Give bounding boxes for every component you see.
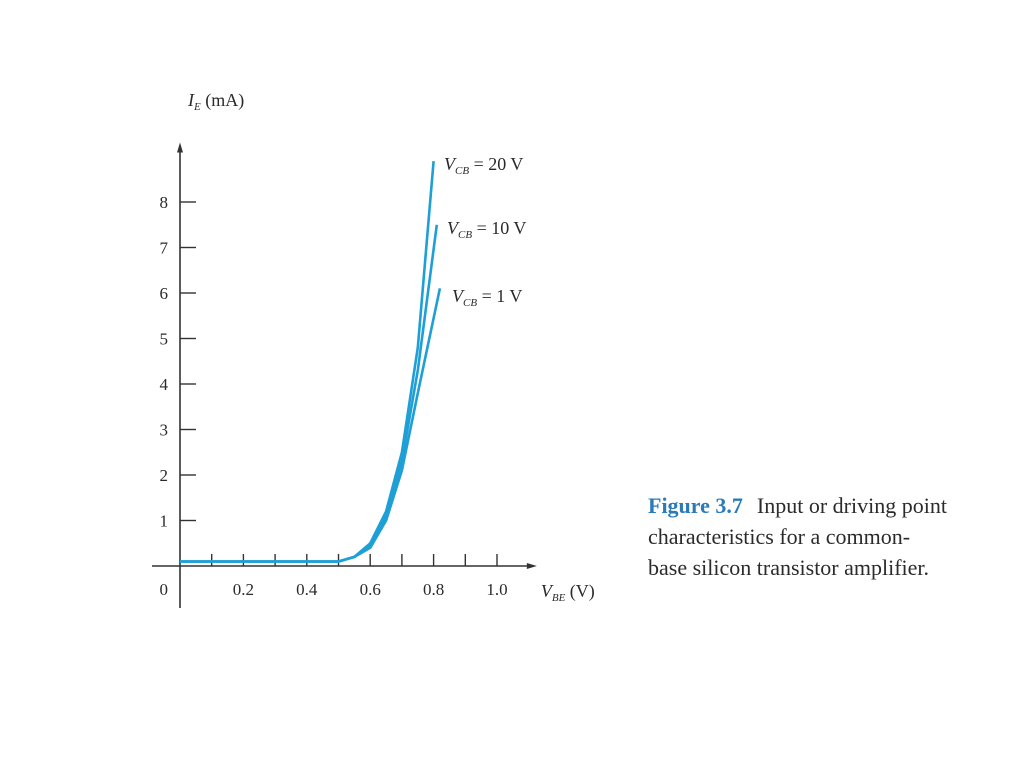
curves [180,160,442,563]
figure-label: Figure 3.7 [648,493,743,518]
y-tick-label: 5 [160,330,169,349]
series-label: VCB = 20 V [444,154,523,177]
caption-text: Input or driving point characteristics f… [648,493,947,580]
series-label: VCB = 1 V [452,286,522,309]
y-axis-label: IE (mA) [187,90,244,113]
y-tick-label: 1 [160,512,169,531]
series-line [180,224,439,563]
y-tick-label: 8 [160,193,169,212]
series-line [180,288,442,563]
figure-caption: Figure 3.7 Input or driving point charact… [648,490,948,583]
axes [152,142,537,608]
y-tick-label: 7 [160,239,169,258]
series-line [180,160,435,563]
x-tick-label: 1.0 [486,580,507,599]
labels: 0.2 0.4 0.6 0.8 1.0 1 2 3 4 5 6 7 8 0 IE (mA) VBE (V) VC… [160,90,595,604]
x-tick-label: 0.8 [423,580,444,599]
x-axis-arrow [526,563,537,569]
origin-label: 0 [160,580,169,599]
y-tick-label: 2 [160,466,169,485]
x-tick-label: 0.2 [233,580,254,599]
x-axis-label: VBE (V) [541,581,595,604]
y-tick-label: 3 [160,421,169,440]
x-tick-label: 0.4 [296,580,318,599]
y-axis-arrow [177,142,183,153]
x-tick-label: 0.6 [360,580,381,599]
series-label: VCB = 10 V [447,218,526,241]
y-tick-label: 4 [160,375,169,394]
y-tick-label: 6 [160,284,169,303]
